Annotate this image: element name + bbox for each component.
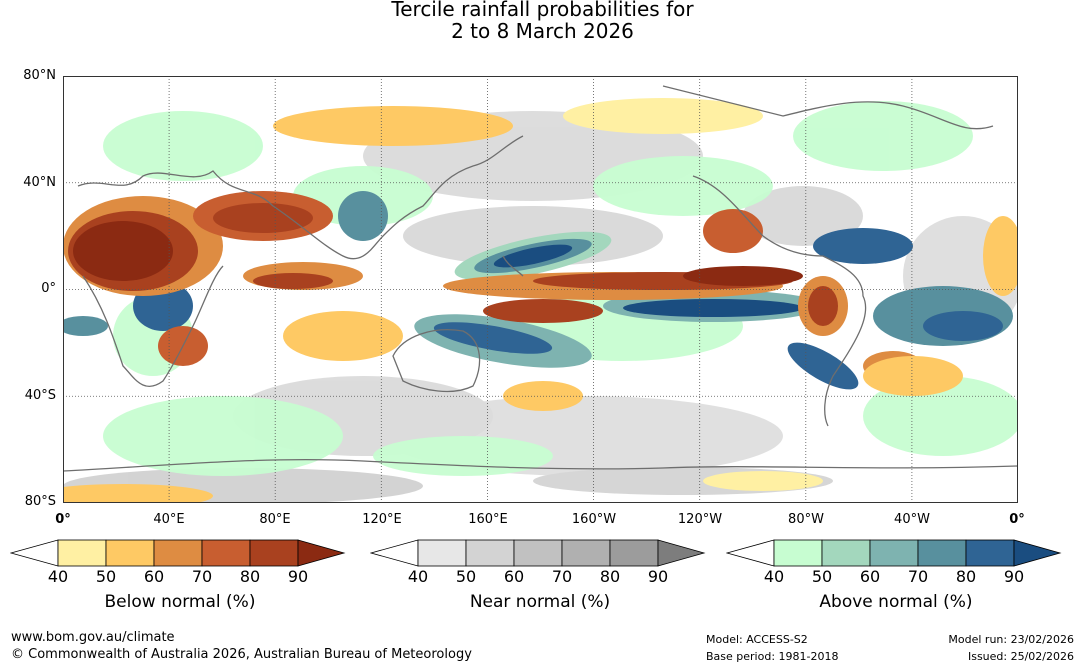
legend-below-colorbar [10, 539, 346, 567]
below-legend-min-arrow [10, 539, 59, 567]
lon-label-120e: 120°E [362, 512, 402, 527]
below-legend-tick-90: 90 [287, 567, 309, 586]
above-legend-swatch-40 [773, 539, 823, 567]
above-legend-tick-80: 80 [955, 567, 977, 586]
map-title-line2: 2 to 8 March 2026 [451, 19, 634, 43]
near-legend-tick-50: 50 [455, 567, 477, 586]
below-legend-swatch-60 [153, 539, 203, 567]
below-legend-tick-60: 60 [143, 567, 165, 586]
near-legend-swatch-60 [513, 539, 563, 567]
legend-near-title: Near normal (%) [469, 592, 611, 612]
near-legend-swatch-70 [561, 539, 611, 567]
lon-label-0-left: 0° [55, 512, 71, 527]
legend-above-colorbar [726, 539, 1062, 567]
below-legend-tick-50: 50 [95, 567, 117, 586]
below-legend-max-arrow [297, 539, 346, 567]
lat-label-equator: 0° [41, 281, 56, 296]
lon-label-0-right: 0° [1009, 512, 1025, 527]
near-legend-swatch-80 [609, 539, 659, 567]
lat-label-80s: 80°S [24, 494, 56, 509]
map-title-line1: Tercile rainfall probabilities for [391, 0, 694, 21]
legend-below-title: Below normal (%) [104, 592, 256, 612]
near-legend-swatch-40 [417, 539, 467, 567]
lon-label-160w: 160°W [571, 512, 617, 527]
near-legend-tick-80: 80 [599, 567, 621, 586]
below-legend-swatch-50 [105, 539, 155, 567]
below-legend-swatch-80 [249, 539, 299, 567]
near-legend-swatch-50 [465, 539, 515, 567]
legend-above-title: Above normal (%) [819, 592, 973, 612]
lat-label-40s: 40°S [24, 388, 56, 403]
near-legend-max-arrow [657, 539, 706, 567]
lon-label-40e: 40°E [153, 512, 185, 527]
above-legend-tick-50: 50 [811, 567, 833, 586]
below-legend-tick-70: 70 [191, 567, 213, 586]
near-legend-tick-90: 90 [647, 567, 669, 586]
above-legend-tick-90: 90 [1003, 567, 1025, 586]
above-legend-swatch-60 [869, 539, 919, 567]
above-legend-swatch-50 [821, 539, 871, 567]
lon-label-80e: 80°E [259, 512, 291, 527]
footer-issued: Issued: 25/02/2026 [967, 650, 1074, 663]
above-legend-swatch-80 [965, 539, 1015, 567]
above-legend-tick-60: 60 [859, 567, 881, 586]
above-legend-min-arrow [726, 539, 775, 567]
footer-base-period: Base period: 1981-2018 [706, 650, 839, 663]
legend-near-colorbar [370, 539, 706, 567]
above-legend-tick-40: 40 [763, 567, 785, 586]
above-legend-tick-70: 70 [907, 567, 929, 586]
near-legend-min-arrow [370, 539, 419, 567]
footer-model-run: Model run: 23/02/2026 [948, 633, 1074, 646]
lon-label-120w: 120°W [677, 512, 723, 527]
probability-map [63, 76, 1018, 503]
above-legend-max-arrow [1013, 539, 1062, 567]
below-legend-swatch-40 [57, 539, 107, 567]
footer-copyright: © Commonwealth of Australia 2026, Austra… [11, 647, 472, 662]
near-legend-tick-40: 40 [407, 567, 429, 586]
lat-label-40n: 40°N [23, 175, 56, 190]
below-legend-tick-80: 80 [239, 567, 261, 586]
lat-label-80n: 80°N [23, 68, 56, 83]
below-legend-swatch-70 [201, 539, 251, 567]
lon-label-80w: 80°W [788, 512, 824, 527]
footer-model: Model: ACCESS-S2 [706, 633, 808, 646]
near-legend-tick-60: 60 [503, 567, 525, 586]
near-legend-tick-70: 70 [551, 567, 573, 586]
map-canvas [63, 76, 1018, 503]
below-legend-tick-40: 40 [47, 567, 69, 586]
above-legend-swatch-70 [917, 539, 967, 567]
footer-url: www.bom.gov.au/climate [11, 630, 175, 645]
lon-label-160e: 160°E [468, 512, 508, 527]
lon-label-40w: 40°W [894, 512, 930, 527]
